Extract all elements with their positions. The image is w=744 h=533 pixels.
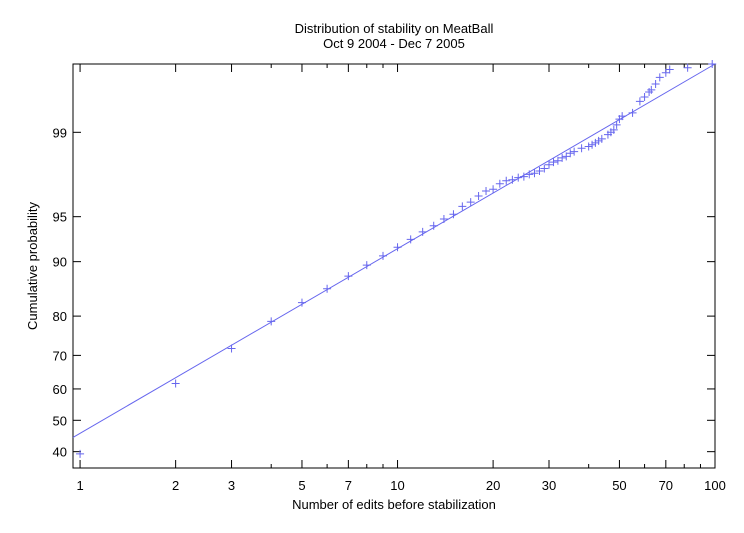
data-point <box>618 112 627 121</box>
data-point <box>708 60 717 68</box>
data-point <box>508 175 517 184</box>
data-point <box>545 160 554 169</box>
data-point <box>588 140 597 149</box>
data-point <box>429 221 438 230</box>
x-tick-label: 5 <box>298 478 305 493</box>
data-point <box>553 156 562 165</box>
data-point <box>530 169 539 178</box>
fit-line <box>72 63 716 438</box>
data-point <box>612 120 621 129</box>
data-point <box>418 227 427 236</box>
data-points <box>76 60 717 458</box>
data-point <box>584 142 593 151</box>
data-point <box>171 379 180 388</box>
data-point <box>640 92 649 101</box>
data-point <box>535 166 544 175</box>
x-tick-label: 2 <box>172 478 179 493</box>
data-point <box>76 449 85 458</box>
data-point <box>379 251 388 260</box>
plot-frame <box>72 63 716 469</box>
data-point <box>267 317 276 326</box>
data-point <box>558 153 567 162</box>
data-point <box>591 138 600 147</box>
chart-subtitle: Oct 9 2004 - Dec 7 2005 <box>323 36 465 51</box>
y-tick-label: 50 <box>53 413 67 428</box>
x-tick-label: 30 <box>542 478 556 493</box>
data-point <box>466 198 475 207</box>
data-point <box>323 284 332 293</box>
y-tick-label: 99 <box>53 125 67 140</box>
chart-title: Distribution of stability on MeatBall <box>295 21 494 36</box>
data-point <box>645 87 654 96</box>
data-point <box>566 149 575 158</box>
data-point <box>609 125 618 134</box>
y-tick-label: 90 <box>53 255 67 270</box>
data-point <box>474 191 483 200</box>
data-point <box>683 63 692 72</box>
data-point <box>577 144 586 153</box>
y-axis-label: Cumulative probability <box>25 202 40 330</box>
data-point <box>227 344 236 353</box>
x-tick-label: 3 <box>228 478 235 493</box>
x-tick-label: 10 <box>390 478 404 493</box>
data-point <box>502 176 511 185</box>
y-tick-label: 40 <box>53 445 67 460</box>
data-point <box>514 173 523 182</box>
data-point <box>393 243 402 252</box>
data-point <box>597 134 606 143</box>
data-point <box>458 202 467 211</box>
y-axis: 40 50 60 70 80 90 95 99 <box>53 125 715 460</box>
y-tick-label: 60 <box>53 382 67 397</box>
x-axis-label: Number of edits before stabilization <box>292 497 496 512</box>
data-point <box>635 97 644 106</box>
data-point <box>406 235 415 244</box>
data-point <box>651 80 660 89</box>
data-point <box>362 261 371 270</box>
x-tick-label: 7 <box>345 478 352 493</box>
data-point <box>655 73 664 82</box>
data-point <box>495 179 504 188</box>
y-tick-label: 80 <box>53 309 67 324</box>
data-point <box>482 187 491 196</box>
data-point <box>439 215 448 224</box>
data-point <box>297 298 306 307</box>
data-point <box>665 65 674 74</box>
data-point <box>570 147 579 156</box>
data-point <box>647 85 656 94</box>
data-point <box>549 158 558 167</box>
data-point <box>661 68 670 77</box>
x-tick-label: 20 <box>486 478 500 493</box>
data-point <box>519 172 528 181</box>
x-tick-label: 50 <box>612 478 626 493</box>
data-point <box>489 185 498 194</box>
x-tick-label: 1 <box>76 478 83 493</box>
data-point <box>449 210 458 219</box>
x-axis: 1 2 3 5 7 10 20 30 50 70 100 <box>76 64 726 493</box>
y-tick-label: 70 <box>53 348 67 363</box>
y-tick-label: 95 <box>53 210 67 225</box>
x-tick-label: 70 <box>659 478 673 493</box>
x-tick-label: 100 <box>704 478 726 493</box>
data-point <box>594 136 603 145</box>
data-point <box>628 108 637 117</box>
data-point <box>525 170 534 179</box>
data-point <box>540 164 549 173</box>
data-point <box>344 272 353 281</box>
